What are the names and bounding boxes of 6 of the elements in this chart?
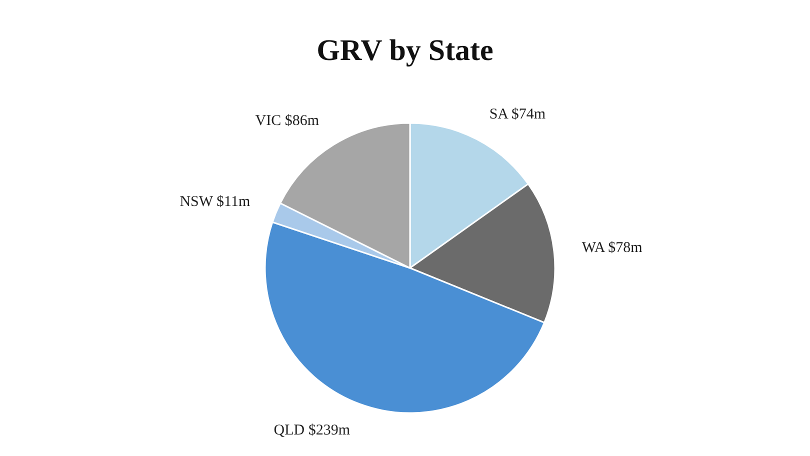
slice-label: WA $78m — [582, 240, 643, 256]
slice-label: QLD $239m — [274, 422, 350, 438]
chart-title: GRV by State — [316, 34, 494, 67]
slice-label: VIC $86m — [255, 112, 320, 129]
slice-label: NSW $11m — [180, 194, 250, 210]
slice-label: SA $74m — [489, 106, 546, 122]
